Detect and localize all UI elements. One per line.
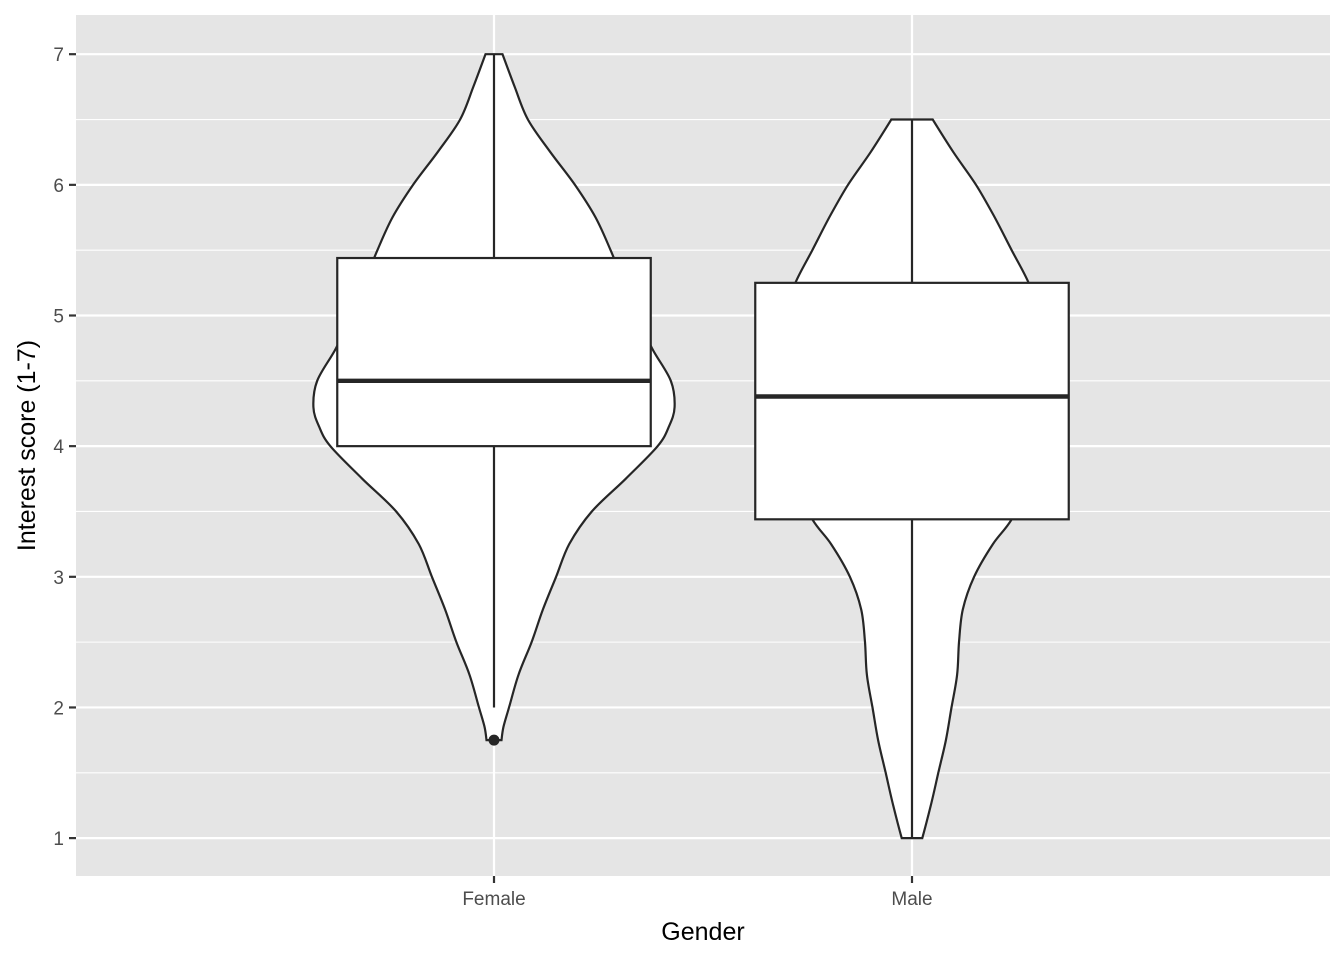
x-tick-label: Female xyxy=(462,889,525,910)
y-tick-label: 2 xyxy=(53,698,64,719)
y-axis-title: Interest score (1-7) xyxy=(13,340,41,551)
y-tick-label: 4 xyxy=(53,437,64,458)
y-tick-label: 3 xyxy=(53,568,64,589)
outlier-point xyxy=(488,734,500,746)
x-axis-title: Gender xyxy=(661,918,744,946)
box-female xyxy=(336,256,652,448)
y-tick-label: 6 xyxy=(53,176,64,197)
x-tick-label: Male xyxy=(891,889,932,910)
y-tick-label: 7 xyxy=(53,45,64,66)
boxplot-layer xyxy=(336,54,1070,839)
box-male xyxy=(754,281,1070,521)
y-tick-label: 1 xyxy=(53,829,64,850)
grid-minor xyxy=(76,118,1330,774)
y-tick-label: 5 xyxy=(53,307,64,328)
axes: 1 2 3 4 5 6 7 Female Male xyxy=(53,45,932,910)
